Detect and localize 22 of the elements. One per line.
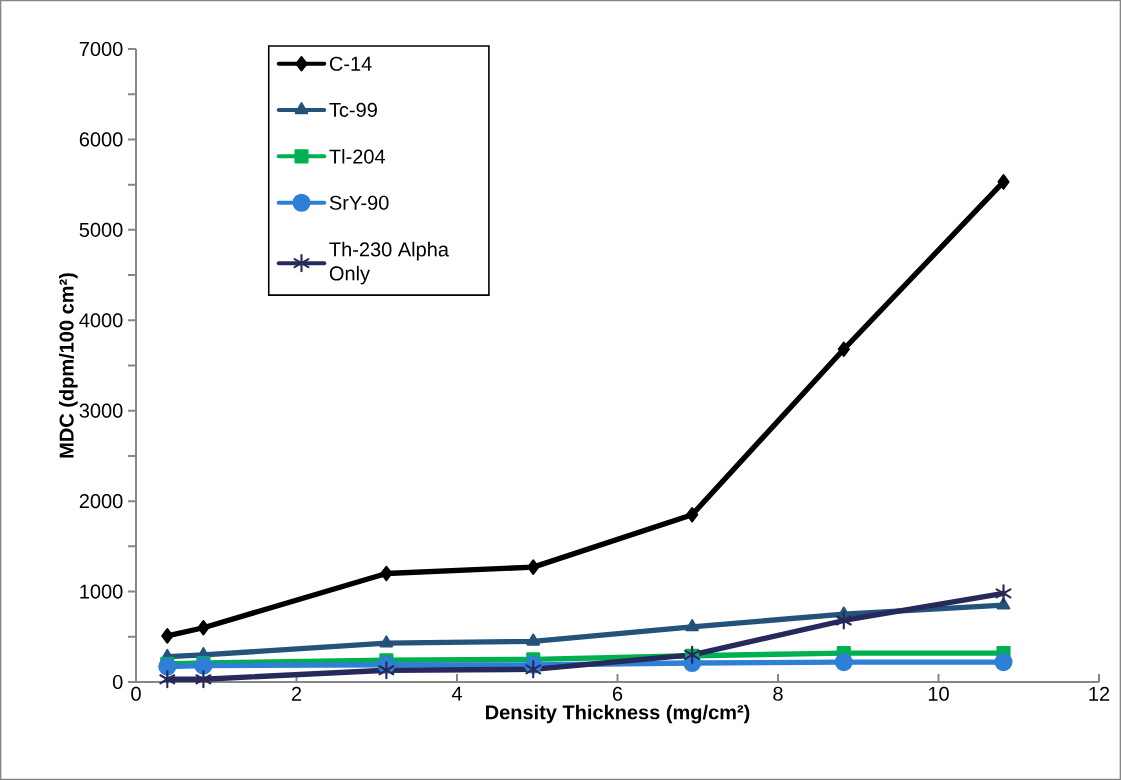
x-axis-title: Density Thickness (mg/cm²) [486, 704, 750, 724]
legend-label: SrY-90 [329, 195, 389, 210]
x-tick-label: 4 [451, 686, 462, 701]
legend-label: Tl-204 [329, 148, 386, 164]
y-axis-title: MDC (dpm/100 cm²) [59, 273, 78, 458]
x-tick-label: 2 [291, 686, 302, 701]
x-tick-label: 0 [131, 686, 141, 701]
x-tick-label: 12 [1089, 686, 1110, 701]
legend-label: Th-230 Alpha Only [329, 241, 449, 285]
y-tick-label: 1000 [80, 584, 123, 599]
y-tick-label: 3000 [79, 403, 123, 418]
y-tick-label: 2000 [79, 494, 123, 509]
x-tick-label: 8 [773, 686, 783, 701]
x-tick-label: 10 [928, 686, 949, 701]
legend-label: C-14 [329, 56, 372, 71]
y-tick-label: 5000 [79, 222, 123, 237]
y-tick-label: 7000 [79, 41, 123, 57]
legend-label: Tc-99 [329, 102, 377, 117]
y-tick-label: 6000 [79, 132, 123, 147]
y-tick-label: 0 [112, 674, 123, 690]
y-tick-label: 4000 [79, 313, 123, 328]
x-tick-label: 6 [612, 686, 623, 701]
